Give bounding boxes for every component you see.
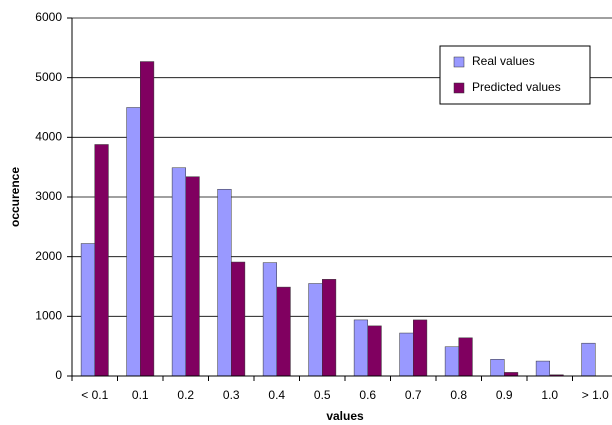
x-tick-label: 0.2 (177, 388, 194, 402)
bar (535, 360, 550, 377)
x-tick-label: 0.6 (359, 388, 376, 402)
bar (308, 283, 323, 377)
y-tick-label: 1000 (35, 309, 62, 323)
x-tick-label: 0.5 (314, 388, 331, 402)
bar (581, 342, 596, 377)
x-tick-label: 0.1 (132, 388, 149, 402)
x-tick-label: < 0.1 (81, 388, 108, 402)
bar (262, 262, 278, 377)
legend-label: Predicted values (472, 80, 561, 94)
x-tick-label: 1.0 (541, 388, 558, 402)
legend-box (439, 45, 591, 105)
bar (413, 319, 428, 377)
x-tick-label: 0.3 (223, 388, 240, 402)
bar (140, 61, 155, 377)
x-tick-label: 0.8 (450, 388, 467, 402)
bar (276, 286, 291, 377)
y-tick-label: 3000 (35, 189, 62, 203)
y-tick-label: 0 (55, 368, 62, 382)
legend-swatch (453, 82, 465, 94)
bar (504, 372, 519, 377)
x-tick-label: > 1.0 (582, 388, 609, 402)
bar (80, 243, 95, 377)
bar (217, 188, 232, 377)
bar (490, 359, 505, 377)
y-tick-label: 5000 (35, 70, 62, 84)
bar (399, 332, 414, 377)
x-axis-label: values (326, 409, 364, 423)
x-tick-label: 0.9 (496, 388, 513, 402)
bar (94, 144, 109, 377)
y-tick-label: 2000 (35, 249, 62, 263)
bar (353, 319, 369, 377)
y-tick-label: 6000 (35, 10, 62, 24)
bar (367, 325, 382, 377)
legend-label: Real values (472, 54, 535, 68)
x-tick-label: 0.4 (268, 388, 285, 402)
bar (171, 167, 187, 377)
legend-swatch (453, 56, 465, 68)
y-axis-label: occurence (8, 167, 22, 227)
y-tick-label: 4000 (35, 130, 62, 144)
bar (322, 279, 337, 377)
x-tick-label: 0.7 (405, 388, 422, 402)
bar (231, 261, 246, 377)
bar (126, 107, 141, 377)
bar (185, 176, 200, 377)
bar (458, 337, 473, 377)
bar (444, 346, 460, 377)
